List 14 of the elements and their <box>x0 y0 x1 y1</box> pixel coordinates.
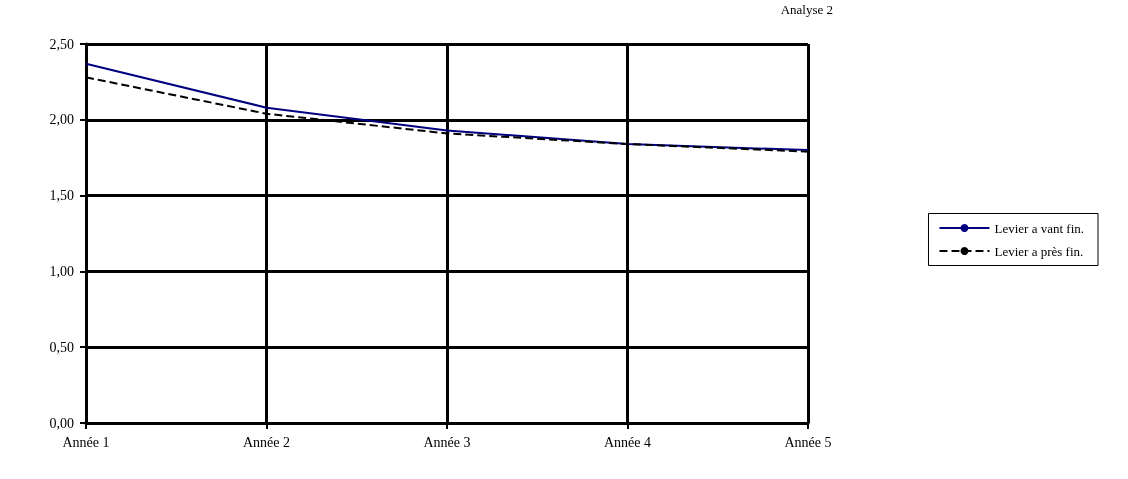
y-tick-label: 2,00 <box>49 112 74 128</box>
legend-label: Levier a près fin. <box>994 243 1084 259</box>
y-tick-label: 0,00 <box>49 415 74 431</box>
y-tick-label: 1,50 <box>49 188 74 204</box>
y-tick-label: 2,50 <box>49 36 74 52</box>
x-tick-label: Année 3 <box>423 434 471 450</box>
x-tick-label: Année 5 <box>784 434 832 450</box>
x-tick-label: Année 1 <box>62 434 110 450</box>
x-tick-label: Année 4 <box>603 434 652 450</box>
legend-label: Levier a vant fin. <box>994 220 1084 236</box>
y-tick-label: 0,50 <box>49 339 74 355</box>
chart-title: Analyse 2 <box>780 2 834 17</box>
y-tick-label: 1,00 <box>49 263 74 279</box>
x-tick-label: Année 2 <box>242 434 291 450</box>
